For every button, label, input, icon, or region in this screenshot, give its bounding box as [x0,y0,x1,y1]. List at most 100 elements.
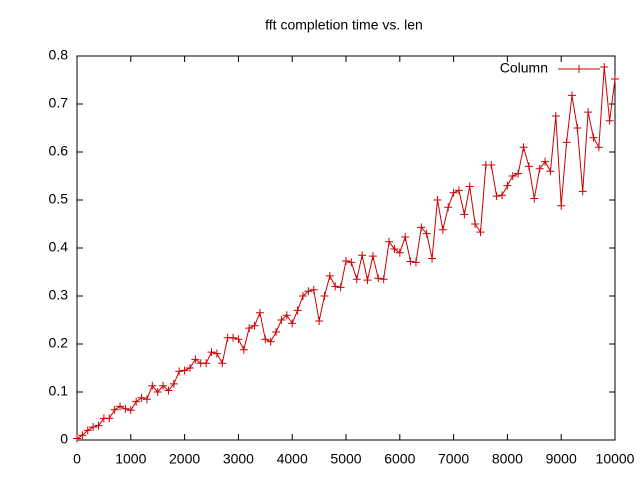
data-point [530,194,539,203]
y-tick-label: 0.7 [49,95,69,111]
data-point [245,324,254,333]
data-point [266,337,275,346]
data-point [153,388,162,396]
y-tick-label: 0 [60,431,68,447]
data-point [444,203,453,212]
data-point [385,237,394,246]
data-point [578,187,587,196]
data-point [589,133,598,142]
x-tick-label: 9000 [546,451,577,467]
y-tick-label: 0.8 [49,47,69,63]
data-point [594,143,603,152]
data-point [234,335,243,344]
data-point [352,275,361,284]
data-point [304,287,313,296]
data-point [202,359,211,368]
data-point [164,386,173,395]
data-point [460,210,469,219]
chart-title: fft completion time vs. len [265,17,423,33]
data-point [557,201,566,210]
data-point [358,251,367,260]
x-tick-label: 8000 [492,451,523,467]
data-point [229,333,238,342]
data-point [89,423,98,432]
x-tick-label: 7000 [438,451,469,467]
data-point [487,160,496,169]
data-point [288,319,297,328]
data-point [401,232,410,241]
data-point [438,225,447,234]
data-point [185,364,194,372]
data-point [395,248,404,257]
data-point [191,355,200,364]
y-tick-label: 0.6 [49,143,69,159]
data-line [76,66,616,439]
data-point [255,308,264,317]
data-point [142,395,151,404]
x-tick-label: 1000 [115,451,146,467]
y-tick-label: 0.4 [49,239,69,255]
x-tick-label: 6000 [384,451,415,467]
data-point [218,359,227,368]
data-point [272,328,281,336]
data-point [611,75,619,84]
data-point [508,172,517,180]
legend-label: Column [500,60,548,76]
data-point [239,345,248,354]
data-point [519,143,528,152]
data-point [78,431,87,440]
data-point [551,112,560,120]
data-point [433,196,442,204]
data-point [282,311,291,320]
data-point [524,162,533,171]
data-point [363,276,372,285]
data-point [514,169,523,178]
data-point [148,381,157,390]
data-point [277,316,286,324]
data-point [137,393,146,402]
y-tick-label: 0.3 [49,287,69,303]
y-tick-label: 0.5 [49,191,69,207]
data-point [180,366,189,375]
data-point [600,63,609,72]
data-point [261,335,270,344]
x-tick-label: 2000 [169,451,200,467]
data-point [175,367,184,376]
x-tick-label: 3000 [223,451,254,467]
data-point [309,285,318,294]
data-point [336,283,345,292]
data-point [325,271,334,280]
data-point [567,91,576,100]
data-point [374,274,383,283]
data-point [159,381,168,390]
plot-frame [76,55,616,441]
data-point [573,124,582,132]
data-point [503,181,512,190]
x-tick-label: 0 [73,451,81,467]
data-point [347,258,356,267]
data-point [492,192,501,201]
data-point [121,404,130,413]
data-point [83,426,92,435]
data-point [390,244,399,253]
y-tick-label: 0.1 [49,383,69,399]
data-point [315,316,324,325]
data-point [94,421,103,430]
data-point [207,348,216,357]
data-point [541,157,550,166]
x-tick-label: 4000 [277,451,308,467]
data-point [331,282,340,291]
data-point [116,402,125,411]
data-point [368,252,377,261]
data-point [320,292,329,300]
data-point [126,406,135,415]
data-point [422,229,431,238]
data-point [342,256,350,265]
data-point [454,186,463,195]
data-point [411,258,420,267]
data-point [584,108,593,117]
data-point [417,223,426,232]
data-point [298,292,307,300]
